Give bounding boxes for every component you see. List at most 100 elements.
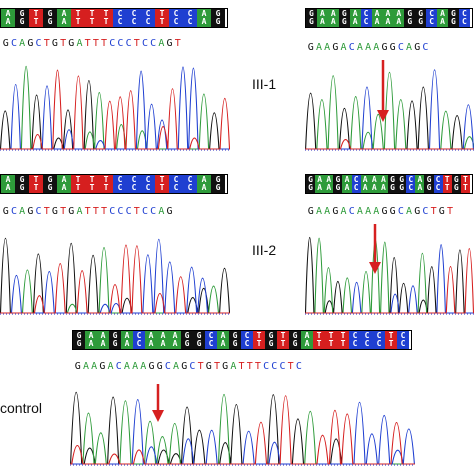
base-call: T [213,361,221,372]
trace-line-c [305,244,474,314]
base-call: A [158,206,165,217]
chromatogram-trace [0,238,230,315]
trace-line-t [305,248,474,314]
base-call: G [2,206,10,217]
trace-line-t [305,139,474,150]
base-call: G [332,206,339,217]
base-call: A [340,42,348,53]
base-call: C [125,206,133,217]
trace-line-t [70,395,415,465]
base-call: C [271,361,278,372]
base-call: G [27,38,34,49]
base-call: G [307,42,315,53]
base-call: A [324,206,331,217]
base-call: C [348,206,356,217]
base-call: A [315,42,323,53]
base-call: G [51,206,59,217]
base-call: A [365,206,372,217]
sample-label-iii2: III-2 [252,242,277,258]
base-call: A [373,42,380,53]
trace-line-a [305,72,474,150]
trace-line-t [0,69,230,150]
base-call: T [60,38,67,49]
mutation-arrow-icon [152,384,164,422]
trace-line-a [0,247,230,314]
base-call: C [164,361,172,372]
base-call: C [117,38,125,49]
base-call: T [101,38,108,49]
base-call: T [92,38,100,49]
base-call: T [43,38,51,49]
base-call: G [148,361,156,372]
base-call: A [158,38,165,49]
base-call: A [76,206,84,217]
base-call: C [422,206,430,217]
base-call: T [133,38,141,49]
base-call: C [397,206,405,217]
base-call: G [389,42,397,53]
base-call: C [35,206,43,217]
base-call: G [156,361,164,372]
base-call: T [60,206,67,217]
base-call: C [397,42,405,53]
base-call: A [107,361,115,372]
base-call: T [174,38,182,49]
base-call: A [315,206,323,217]
base-call: T [84,206,92,217]
trace-line-c [0,239,230,314]
base-call: G [414,206,421,217]
base-call: A [406,206,413,217]
base-call: C [117,206,125,217]
base-call: T [430,206,438,217]
base-call: G [222,361,229,372]
base-call: T [43,206,51,217]
sample-label-iii1: III-1 [252,76,277,92]
base-call: T [197,361,205,372]
base-call: C [141,206,149,217]
base-call: G [74,361,82,372]
base-call: G [166,206,174,217]
base-call: T [446,206,454,217]
